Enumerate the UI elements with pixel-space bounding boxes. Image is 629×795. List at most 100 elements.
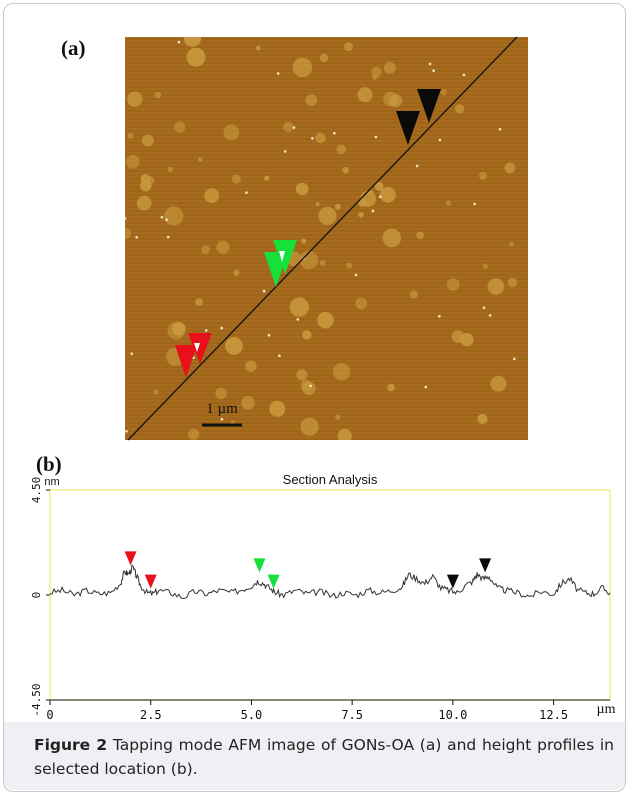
afm-grain [292, 57, 313, 78]
afm-red-markers [175, 333, 212, 378]
afm-grain [255, 45, 261, 51]
panel-b-label: (b) [36, 452, 62, 476]
afm-bright-spot [130, 352, 133, 356]
afm-grain [318, 206, 337, 225]
green-marker-icon [267, 574, 280, 589]
afm-grain [154, 91, 162, 99]
afm-grain [295, 182, 309, 196]
afm-grain [300, 417, 319, 436]
afm-grain [332, 363, 351, 381]
afm-grain [477, 413, 488, 425]
afm-bright-spot [371, 209, 375, 213]
afm-bright-spot [309, 384, 312, 388]
afm-bright-spot [438, 315, 441, 318]
afm-grain [190, 49, 196, 55]
black-marker-icon [396, 111, 420, 145]
afm-grain [379, 186, 396, 203]
figure-caption: Figure 2 Tapping mode AFM image of GONs-… [34, 733, 614, 781]
afm-bright-spot [220, 418, 224, 421]
afm-bright-spot [177, 40, 181, 44]
afm-grain [358, 212, 364, 218]
afm-grain [317, 311, 334, 329]
red-marker-icon [175, 345, 197, 378]
afm-grain [301, 238, 307, 244]
afm-bright-spot [428, 62, 432, 66]
green-marker-icon [273, 240, 297, 274]
x-tick-label: 5.0 [241, 708, 263, 722]
afm-grain [507, 277, 518, 288]
x-tick-label: 12.5 [539, 708, 568, 722]
afm-bright-spot [283, 150, 287, 153]
red-marker-icon [124, 551, 137, 566]
afm-grain [355, 297, 368, 310]
afm-grain [216, 240, 230, 254]
afm-grain [164, 206, 184, 226]
afm-grain [204, 188, 220, 204]
afm-bright-spot [276, 72, 280, 75]
afm-bright-spot [374, 135, 378, 139]
caption-lead: Figure 2 [34, 736, 108, 754]
afm-grain [357, 87, 373, 103]
afm-grain [487, 278, 505, 295]
afm-bright-spot [166, 235, 170, 239]
chart-title: Section Analysis [283, 472, 378, 487]
afm-black-markers [396, 89, 441, 145]
x-tick-label: 0 [46, 708, 53, 722]
afm-grain [383, 91, 398, 107]
afm-grain [225, 337, 243, 355]
afm-grain [127, 91, 143, 107]
afm-bright-spot [473, 202, 476, 206]
afm-grain [343, 42, 354, 52]
scale-bar-label: 1 µm [206, 401, 238, 417]
y-tick-label: 4.50 [30, 477, 43, 504]
afm-grain [315, 132, 326, 144]
green-marker-icon [253, 558, 266, 573]
afm-grain [296, 369, 308, 381]
x-axis: 0 2.5 5.0 7.5 10.0 12.5 [46, 699, 610, 722]
x-tick-label: 7.5 [341, 708, 363, 722]
afm-grain [409, 290, 418, 299]
afm-bright-spot [204, 329, 208, 332]
afm-grain [334, 203, 341, 210]
black-marker-icon [417, 89, 441, 123]
afm-grain [440, 88, 447, 96]
afm-bright-spot [333, 131, 336, 135]
red-marker-icon [144, 574, 157, 589]
afm-bright-spot [424, 385, 428, 389]
afm-grain [230, 420, 235, 425]
afm-bright-spot [488, 314, 492, 317]
afm-bright-spot [432, 69, 435, 72]
afm-bright-spot [379, 195, 382, 198]
caption-background [4, 722, 625, 790]
afm-grain [504, 162, 516, 174]
afm-grain [245, 360, 257, 372]
afm-grain [195, 298, 204, 306]
afm-bright-spot [292, 126, 296, 129]
afm-grain [241, 396, 255, 410]
afm-bright-spot [438, 138, 442, 142]
afm-grain [460, 333, 474, 347]
afm-grain [299, 250, 319, 270]
afm-grain [383, 61, 396, 74]
afm-grain [416, 231, 425, 240]
afm-grain [141, 134, 154, 147]
afm-bright-spot [296, 318, 300, 321]
height-profile-line [49, 564, 611, 600]
black-marker-icon [446, 574, 459, 589]
afm-bright-spot [278, 354, 281, 358]
panel-a-label: (a) [61, 36, 86, 60]
afm-grain [223, 124, 240, 141]
afm-bright-spot [267, 333, 271, 337]
afm-bright-spot [135, 236, 138, 239]
afm-grain [201, 245, 211, 255]
afm-grain [283, 121, 294, 133]
afm-grain [336, 144, 347, 155]
afm-bright-spot [482, 306, 486, 310]
afm-grain [215, 387, 227, 400]
afm-bright-spot [160, 216, 164, 219]
afm-bright-spot [462, 73, 466, 77]
afm-grain [346, 262, 353, 269]
caption-text: Tapping mode AFM image of GONs-OA (a) an… [34, 736, 614, 778]
